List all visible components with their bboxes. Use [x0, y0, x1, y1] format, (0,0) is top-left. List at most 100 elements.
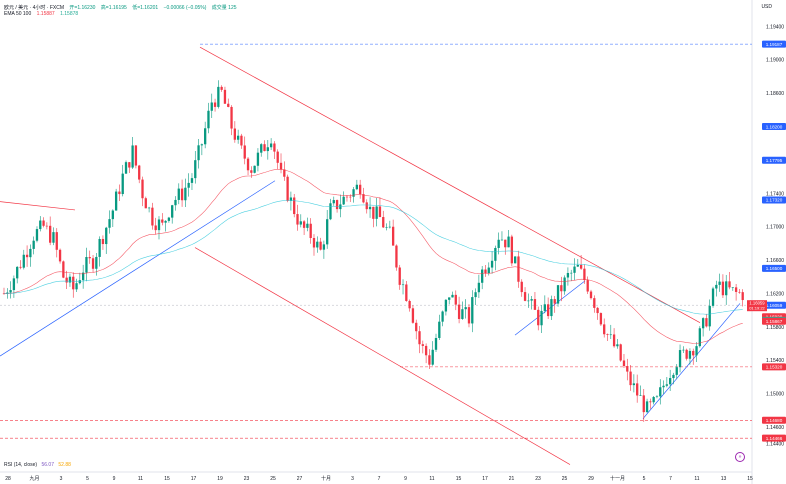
- ohlc-open: 开=1.16230: [69, 5, 96, 11]
- candle-body: [355, 184, 359, 190]
- candle-body: [685, 349, 688, 359]
- candle-body: [326, 219, 329, 245]
- ohlc-change: −0.00066 (−0.05%): [163, 5, 207, 11]
- candle-body: [293, 197, 296, 215]
- price-tick-label: 1.18600: [766, 91, 784, 97]
- rsi-value: 56.07: [41, 462, 54, 468]
- candle-body: [105, 227, 108, 245]
- candle-body: [88, 257, 91, 259]
- channel-upper-line: [199, 46, 701, 323]
- time-tick-label: 9: [404, 476, 407, 482]
- candle-body: [269, 143, 273, 148]
- candle-body: [177, 188, 180, 200]
- price-label-text: 1.15867: [766, 319, 783, 324]
- time-tick-label: 11: [429, 476, 434, 482]
- price-label-badge: [762, 317, 786, 325]
- candle-body: [438, 321, 441, 339]
- candle-body: [233, 128, 236, 140]
- candle-body: [596, 307, 599, 314]
- time-tick-label: 27: [297, 476, 303, 482]
- candle-body: [204, 128, 207, 145]
- candle-body: [138, 165, 141, 180]
- candle-body: [523, 292, 527, 301]
- candle-body: [349, 196, 352, 198]
- candle-body: [728, 281, 731, 288]
- candle-body: [576, 264, 579, 267]
- candle-body: [187, 182, 190, 188]
- ohlc-low: 低=1.16201: [132, 5, 159, 11]
- candle-body: [342, 196, 345, 205]
- time-tick-label: 3: [60, 476, 63, 482]
- candle-body: [421, 344, 424, 346]
- candle-body: [213, 102, 217, 107]
- time-tick-label: 十一月: [610, 475, 625, 482]
- candle-body: [174, 199, 177, 206]
- candle-body: [672, 374, 675, 379]
- candle-body: [701, 318, 705, 329]
- candle-body: [527, 300, 530, 302]
- price-tick-label: 1.17000: [766, 225, 784, 231]
- candle-body: [309, 223, 312, 239]
- candle-body: [98, 238, 101, 257]
- candle-body: [428, 355, 431, 365]
- candle-body: [388, 226, 391, 228]
- price-label-badge: [762, 156, 786, 164]
- candle-body: [675, 367, 678, 375]
- candle-body: [316, 241, 319, 248]
- candle-body: [444, 299, 448, 312]
- candle-body: [111, 210, 114, 220]
- volume-readout: 成交量 125: [211, 5, 237, 11]
- time-tick-label: 25: [562, 476, 568, 482]
- candle-body: [378, 206, 382, 218]
- candle-body: [91, 258, 95, 269]
- candle-body: [322, 244, 326, 250]
- goto-realtime-icon[interactable]: »: [735, 452, 745, 462]
- price-tick-label: 1.15000: [766, 392, 784, 398]
- candle-body: [157, 219, 161, 231]
- candle-body: [332, 200, 335, 204]
- candle-body: [639, 395, 642, 396]
- candle-body: [563, 277, 566, 292]
- candle-body: [25, 254, 29, 258]
- candle-body: [286, 176, 289, 201]
- candle-body: [398, 267, 401, 285]
- time-tick-label: 11: [694, 476, 699, 482]
- price-label-text: 1.14466: [766, 436, 783, 441]
- candle-body: [134, 145, 138, 166]
- candle-body: [514, 256, 517, 264]
- candle-body: [227, 103, 230, 107]
- candle-body: [144, 198, 147, 209]
- candle-body: [194, 160, 197, 179]
- candle-body: [81, 272, 85, 281]
- candle-body: [533, 299, 537, 310]
- candle-body: [273, 143, 276, 152]
- time-tick-label: 28: [5, 476, 11, 482]
- candle-body: [566, 272, 570, 278]
- candle-body: [586, 280, 589, 292]
- price-label-badge: [762, 40, 786, 48]
- candle-body: [319, 241, 322, 250]
- rsi-legend[interactable]: RSI (14, close) 56.07 52.88: [4, 462, 71, 468]
- candle-body: [626, 366, 629, 372]
- candle-body: [415, 322, 418, 332]
- ema-legend[interactable]: EMA 50 100 1.15887 1.15878: [4, 11, 82, 17]
- currency-label: USD: [761, 4, 772, 10]
- candle-body: [589, 291, 593, 299]
- time-tick-label: 25: [270, 476, 276, 482]
- candle-body: [500, 239, 504, 241]
- candle-body: [692, 350, 695, 356]
- candle-body: [599, 313, 603, 325]
- candle-body: [230, 106, 233, 129]
- candle-body: [210, 102, 213, 111]
- time-tick-label: 13: [721, 476, 727, 482]
- candle-body: [725, 281, 728, 296]
- candle-body: [75, 283, 78, 290]
- candle-body: [504, 239, 507, 248]
- candle-body: [72, 276, 75, 290]
- candle-body: [9, 290, 12, 293]
- candle-body: [497, 239, 500, 248]
- candle-body: [118, 191, 121, 195]
- price-label-text: 1.15320: [766, 365, 783, 370]
- candle-body: [395, 245, 398, 268]
